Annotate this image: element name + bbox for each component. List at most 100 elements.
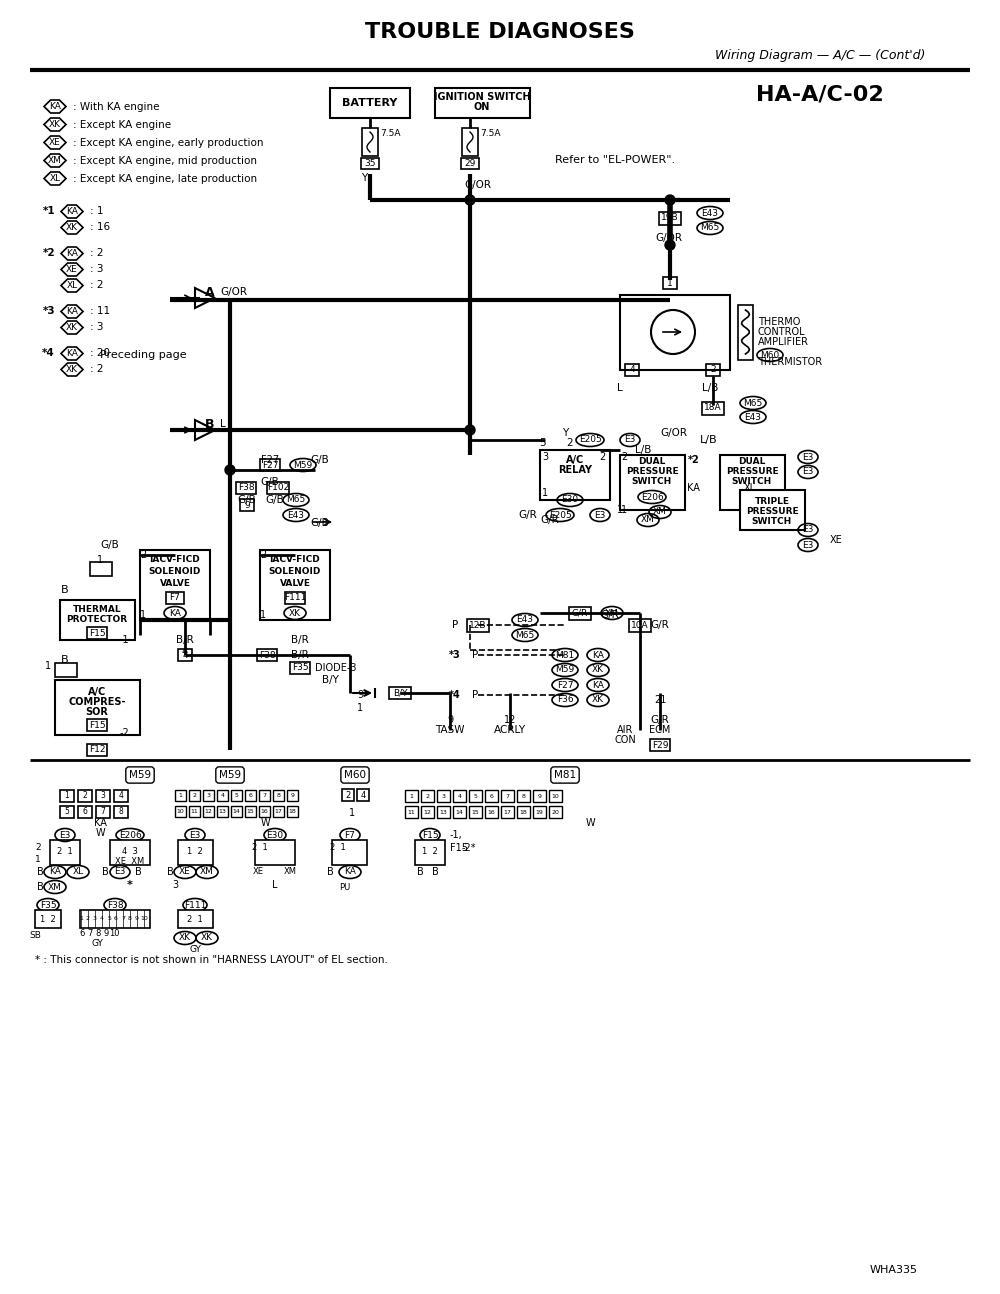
- Text: GY: GY: [189, 946, 201, 955]
- Text: -1: -1: [120, 635, 130, 644]
- Text: 18A: 18A: [704, 404, 722, 413]
- Text: 3: 3: [542, 452, 548, 462]
- Text: 4: 4: [458, 793, 462, 798]
- Bar: [361, 158, 379, 168]
- Text: 7.5A: 7.5A: [480, 128, 501, 137]
- Text: F102: F102: [267, 484, 289, 493]
- Text: TASW: TASW: [435, 725, 465, 735]
- Text: *2: *2: [688, 455, 700, 465]
- Text: : 20: : 20: [90, 348, 110, 358]
- Text: 4: 4: [182, 651, 188, 660]
- Text: 6: 6: [83, 807, 87, 817]
- Text: -2*: -2*: [462, 842, 477, 853]
- Text: F27: F27: [262, 461, 278, 470]
- Text: : 1: : 1: [90, 207, 104, 216]
- Bar: [629, 619, 651, 631]
- Text: 8: 8: [119, 807, 123, 817]
- Text: E3: E3: [59, 831, 71, 840]
- Text: ON: ON: [474, 102, 490, 113]
- Text: 6: 6: [79, 929, 85, 938]
- Text: L: L: [617, 383, 623, 393]
- Text: 1: 1: [410, 793, 413, 798]
- Text: G/OR: G/OR: [220, 287, 247, 298]
- Text: 1: 1: [179, 793, 182, 798]
- Text: M81: M81: [555, 651, 575, 660]
- Text: : 2: : 2: [90, 281, 104, 290]
- Text: KA: KA: [169, 608, 181, 617]
- Text: XE: XE: [49, 138, 61, 148]
- Bar: [114, 806, 128, 818]
- Text: 6: 6: [114, 916, 118, 921]
- Text: 9: 9: [244, 501, 250, 510]
- Text: 2: 2: [140, 550, 146, 560]
- Text: A/C: A/C: [88, 687, 106, 697]
- Text: 17: 17: [275, 809, 282, 814]
- Text: 35: 35: [364, 158, 376, 167]
- Text: XE: XE: [66, 265, 78, 274]
- Bar: [55, 681, 140, 735]
- Text: G/B: G/B: [265, 496, 284, 505]
- Text: B: B: [135, 867, 141, 877]
- Text: 1  2: 1 2: [187, 848, 203, 857]
- Bar: [437, 791, 450, 802]
- Text: G/OR: G/OR: [464, 180, 491, 190]
- Text: G/B: G/B: [310, 455, 329, 465]
- Text: 19B: 19B: [661, 214, 679, 223]
- Text: A/C: A/C: [566, 455, 584, 465]
- Text: F29: F29: [652, 740, 668, 749]
- Text: 4  3: 4 3: [122, 848, 138, 857]
- Text: XK: XK: [592, 665, 604, 674]
- Text: 1: 1: [45, 661, 51, 672]
- Text: XK: XK: [201, 933, 213, 942]
- Bar: [35, 910, 61, 928]
- Bar: [245, 806, 256, 817]
- Bar: [620, 455, 685, 510]
- Text: : 3: : 3: [90, 322, 104, 333]
- Text: HA-A/C-02: HA-A/C-02: [756, 85, 884, 105]
- Text: TRIPLE: TRIPLE: [755, 497, 790, 506]
- Text: E3: E3: [802, 541, 814, 550]
- Bar: [189, 791, 200, 801]
- Text: 12: 12: [504, 716, 516, 725]
- Text: F111: F111: [284, 594, 306, 603]
- Bar: [461, 158, 479, 168]
- Text: L: L: [220, 419, 226, 430]
- Text: AMPLIFIER: AMPLIFIER: [758, 336, 809, 347]
- Text: B: B: [102, 867, 108, 877]
- Text: M65: M65: [515, 630, 535, 639]
- Text: B: B: [417, 867, 423, 877]
- Text: B: B: [61, 655, 69, 665]
- Text: SWITCH: SWITCH: [752, 518, 792, 527]
- Bar: [217, 791, 228, 801]
- Bar: [50, 840, 80, 864]
- Text: XM: XM: [653, 507, 667, 516]
- Text: 7: 7: [87, 929, 93, 938]
- Bar: [453, 791, 466, 802]
- Text: PRESSURE: PRESSURE: [726, 467, 778, 476]
- Text: *1: *1: [42, 206, 55, 216]
- Text: KA: KA: [687, 483, 700, 493]
- Text: XK: XK: [66, 324, 78, 333]
- Text: 1: 1: [79, 916, 83, 921]
- Bar: [175, 806, 186, 817]
- Text: G/R: G/R: [572, 608, 588, 617]
- Text: KA: KA: [66, 207, 78, 216]
- Text: 1: 1: [349, 807, 355, 818]
- Bar: [203, 806, 214, 817]
- Text: 2: 2: [599, 452, 605, 462]
- Text: 20: 20: [552, 810, 559, 814]
- Text: 6: 6: [490, 793, 493, 798]
- Text: F12: F12: [89, 745, 105, 754]
- Text: KA: KA: [94, 818, 106, 828]
- Bar: [60, 806, 74, 818]
- Bar: [178, 910, 213, 928]
- Text: 2: 2: [35, 844, 41, 853]
- Text: F7: F7: [170, 594, 180, 603]
- Text: 1: 1: [35, 855, 41, 864]
- Text: PROTECTOR: PROTECTOR: [66, 616, 128, 625]
- Text: *2: *2: [42, 248, 55, 258]
- Text: KA: KA: [49, 102, 61, 111]
- Text: 1  2: 1 2: [40, 915, 56, 924]
- Text: F15: F15: [89, 721, 105, 730]
- Bar: [178, 840, 213, 864]
